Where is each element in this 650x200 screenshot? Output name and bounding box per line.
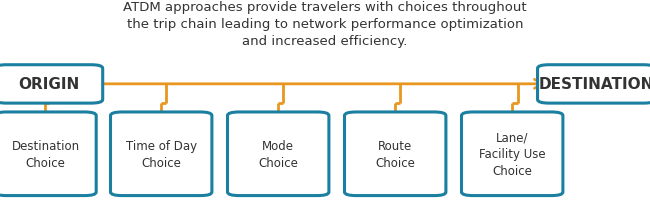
Text: Time of Day
Choice: Time of Day Choice xyxy=(125,139,197,169)
FancyBboxPatch shape xyxy=(111,112,212,196)
Text: Destination
Choice: Destination Choice xyxy=(12,139,79,169)
FancyBboxPatch shape xyxy=(227,112,329,196)
Text: Lane/
Facility Use
Choice: Lane/ Facility Use Choice xyxy=(479,131,545,177)
Text: ORIGIN: ORIGIN xyxy=(18,77,79,92)
FancyBboxPatch shape xyxy=(344,112,446,196)
Text: Mode
Choice: Mode Choice xyxy=(258,139,298,169)
FancyBboxPatch shape xyxy=(0,65,103,104)
FancyBboxPatch shape xyxy=(0,112,96,196)
Text: DESTINATION: DESTINATION xyxy=(539,77,650,92)
FancyBboxPatch shape xyxy=(462,112,563,196)
Text: Route
Choice: Route Choice xyxy=(375,139,415,169)
Text: ATDM approaches provide travelers with choices throughout
the trip chain leading: ATDM approaches provide travelers with c… xyxy=(124,1,526,48)
FancyBboxPatch shape xyxy=(538,65,650,104)
